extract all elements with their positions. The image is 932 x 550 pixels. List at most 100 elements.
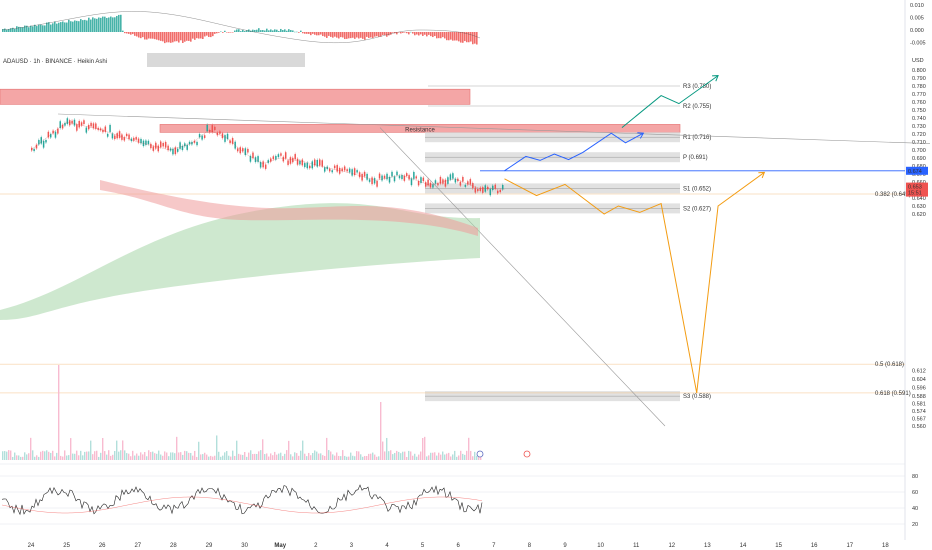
top-indicator-tick: 0.000	[910, 28, 924, 34]
oscillator-bar	[162, 32, 164, 42]
volume-bar	[276, 454, 278, 460]
candle	[116, 133, 118, 139]
volume-bar	[132, 450, 134, 460]
volume-bar	[216, 435, 218, 460]
candle	[135, 137, 137, 140]
price-tag-label: 0.674	[908, 169, 922, 175]
oscillator-bar	[268, 30, 270, 32]
oscillator-bar	[100, 17, 102, 32]
oscillator-bar	[332, 32, 334, 38]
candle	[444, 179, 447, 187]
oscillator-bar	[146, 32, 148, 40]
oscillator-bar	[422, 32, 424, 36]
volume-bar	[336, 452, 338, 460]
candle	[249, 155, 252, 162]
scenario-arrowhead	[637, 132, 645, 139]
volume-bar	[24, 452, 26, 460]
oscillator-bar	[402, 32, 404, 33]
oscillator-bar	[310, 32, 312, 36]
volume-bar	[430, 452, 432, 460]
candle	[145, 140, 147, 145]
top-indicator-tick: -0.005	[910, 41, 926, 47]
oscillator-bar	[290, 29, 292, 32]
volume-bar	[322, 455, 324, 460]
price-axis-tick: 0.790	[912, 76, 926, 82]
candle	[99, 128, 102, 131]
candle	[497, 190, 499, 194]
volume-bar	[448, 452, 450, 460]
price-axis-tick: 0.760	[912, 100, 926, 106]
candle	[398, 175, 401, 179]
volume-bar	[180, 452, 182, 460]
volume-bar	[428, 455, 430, 460]
oscillator-bar	[434, 32, 436, 37]
time-axis-tick: 4	[385, 543, 389, 549]
candle	[262, 161, 264, 168]
time-axis-tick: 15	[775, 543, 782, 549]
volume-bar	[206, 454, 208, 460]
oscillator-bar	[202, 32, 204, 40]
price-axis-tick: 0.596	[912, 386, 926, 392]
volume-bar	[152, 451, 154, 460]
volume-bar	[380, 402, 382, 460]
oscillator-bar	[110, 16, 112, 32]
candle	[85, 127, 88, 133]
oscillator-bar	[12, 27, 14, 32]
fib-level-label: 0.618 (0.591)	[875, 391, 911, 397]
candle	[346, 169, 348, 172]
volume-bar	[188, 452, 190, 460]
volume-bar	[190, 452, 192, 460]
volume-bar	[420, 451, 422, 460]
oscillator-bar	[276, 29, 278, 32]
volume-bar	[248, 452, 250, 460]
volume-bar	[234, 455, 236, 460]
volume-bar	[450, 456, 452, 460]
oscillator-bar	[192, 32, 194, 39]
oscillator-bar	[142, 32, 144, 38]
price-axis-tick: 0.620	[912, 212, 926, 218]
price-axis-tick: 0.630	[912, 204, 926, 210]
rsi-tick: 20	[912, 522, 918, 528]
volume-bar	[104, 451, 106, 460]
volume-bar	[154, 453, 156, 460]
candle	[264, 164, 267, 169]
volume-bar	[214, 455, 216, 460]
volume-bar	[362, 456, 364, 460]
oscillator-bar	[390, 32, 392, 35]
candle	[224, 135, 226, 142]
volume-bar	[60, 455, 62, 460]
oscillator-bar	[48, 22, 50, 32]
candle	[405, 173, 408, 177]
candle	[128, 134, 130, 140]
oscillator-bar	[318, 32, 320, 36]
volume-bar	[444, 454, 446, 460]
candle	[90, 122, 92, 127]
candle	[437, 183, 439, 186]
volume-bar	[186, 451, 188, 460]
candle	[489, 189, 492, 196]
oscillator-bar	[70, 21, 72, 32]
scenario-arrowhead	[712, 75, 719, 82]
candle	[219, 131, 221, 134]
volume-bar	[310, 455, 312, 460]
top-indicator-tick: 0.010	[910, 3, 924, 9]
pivot-level-label: R2 (0.755)	[683, 104, 711, 110]
volume-bar	[174, 453, 176, 460]
volume-bar	[150, 451, 152, 460]
oscillator-bar	[74, 20, 76, 32]
volume-bar	[36, 455, 38, 460]
volume-bar	[192, 455, 194, 460]
volume-bar	[160, 454, 162, 460]
volume-bar	[126, 453, 128, 460]
oscillator-bar	[52, 23, 54, 32]
volume-bar	[208, 456, 210, 460]
candle	[47, 131, 50, 138]
oscillator-bar	[132, 32, 134, 35]
candle	[83, 120, 85, 125]
price-axis-tick: 0.800	[912, 68, 926, 74]
oscillator-bar	[314, 32, 316, 35]
candle	[244, 148, 247, 156]
pivot-level-label: P (0.691)	[683, 155, 708, 161]
